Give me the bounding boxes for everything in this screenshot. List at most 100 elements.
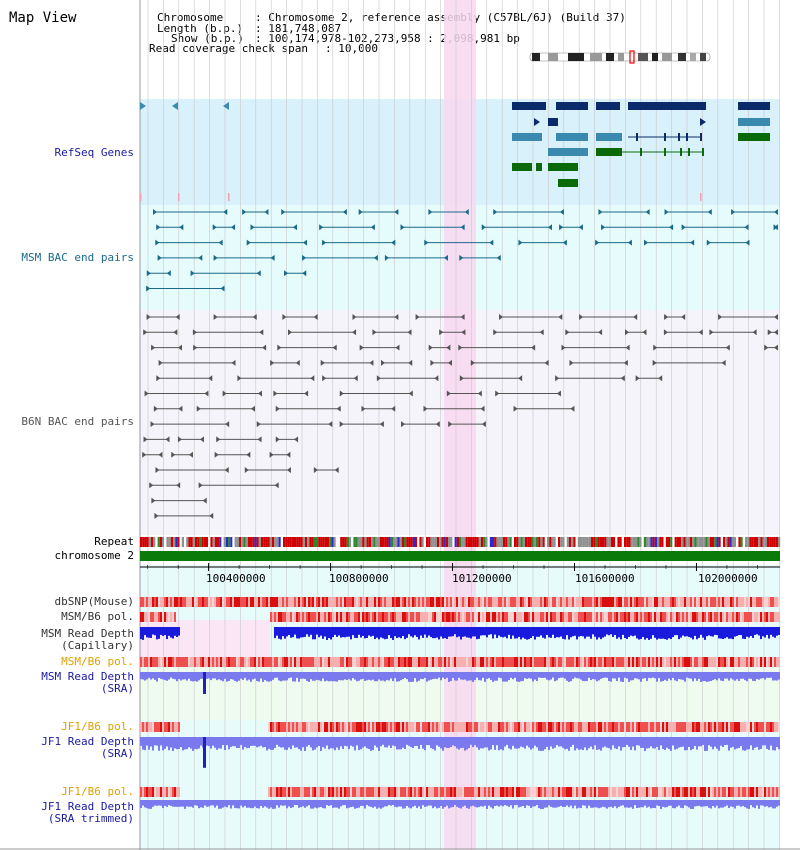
depth-bar-jf1-trimmed <box>506 800 508 806</box>
track-label-msm-depth-sra[interactable]: MSM Read Depth <box>41 670 134 683</box>
pol-heat <box>464 612 466 622</box>
depth-bar-capillary <box>676 627 678 636</box>
track-label-refseq[interactable]: RefSeq Genes <box>54 146 134 159</box>
track-label-jf1-depth-sra[interactable]: JF1 Read Depth <box>41 735 134 748</box>
depth-bar-jf1-trimmed <box>232 800 234 806</box>
pol-heat <box>384 787 386 797</box>
snp-heat <box>744 597 746 607</box>
depth-bar-capillary <box>390 627 392 639</box>
depth-bar-jf1-trimmed <box>626 800 628 808</box>
depth-bar-jf1-trimmed <box>740 800 742 807</box>
depth-bar-capillary <box>590 627 592 639</box>
depth-bar-capillary <box>304 627 306 637</box>
pol-heat <box>458 787 460 797</box>
depth-bar-jf1-trimmed <box>168 800 170 806</box>
pol-heat <box>550 787 552 797</box>
pol-heat <box>774 787 776 797</box>
pol-heat <box>664 657 666 667</box>
snp-heat <box>604 597 606 607</box>
pol-heat <box>452 722 454 732</box>
repeat-segment <box>560 537 563 547</box>
pol-heat <box>590 722 592 732</box>
msm-pair-end <box>690 239 695 246</box>
pol-heat <box>286 722 288 732</box>
depth-bar-msm-sra <box>292 672 294 682</box>
track-label-msm-pol[interactable]: MSM/B6 pol. <box>61 610 134 623</box>
pol-heat <box>572 787 574 797</box>
pol-heat <box>172 722 174 732</box>
repeat-segment <box>551 537 554 547</box>
pol-heat <box>466 722 468 732</box>
depth-bar-capillary <box>612 627 614 637</box>
pol-heat <box>476 657 478 667</box>
track-label-dbsnp[interactable]: dbSNP(Mouse) <box>54 595 134 608</box>
b6n-pair-end <box>369 359 374 366</box>
depth-bar-jf1-sra <box>496 737 498 746</box>
track-label-b6n-bac[interactable]: B6N BAC end pairs <box>21 415 134 428</box>
pol-heat <box>616 787 618 797</box>
depth-bar-msm-sra <box>268 672 270 682</box>
depth-bar-jf1-sra <box>688 737 690 747</box>
depth-bar-msm-sra <box>708 672 710 682</box>
depth-bar-msm-sra <box>690 672 692 679</box>
pol-heat <box>328 657 330 667</box>
depth-bar-jf1-sra <box>620 737 622 751</box>
pol-heat <box>704 612 706 622</box>
pol-heat <box>476 612 478 622</box>
pol-heat <box>500 722 502 732</box>
track-label-jf1-pol-trimmed[interactable]: JF1/B6 pol. <box>61 785 134 798</box>
pol-heat <box>768 722 770 732</box>
repeat-segment <box>478 537 481 547</box>
depth-bar-jf1-sra <box>372 737 374 751</box>
gene-block <box>556 133 588 141</box>
depth-bar-jf1-sra <box>566 737 568 749</box>
repeat-segment <box>685 537 688 547</box>
pol-heat <box>398 722 400 732</box>
snp-heat <box>240 597 242 607</box>
pol-heat <box>306 657 308 667</box>
repeat-segment <box>498 537 501 547</box>
pol-heat <box>508 722 510 732</box>
snp-heat <box>450 597 452 607</box>
pol-heat <box>720 657 722 667</box>
snp-heat <box>446 597 448 607</box>
b6n-pair-end <box>709 329 714 336</box>
pol-heat <box>296 612 298 622</box>
pol-heat <box>552 657 554 667</box>
pol-heat <box>402 612 404 622</box>
pol-heat <box>518 722 520 732</box>
pol-heat <box>388 612 390 622</box>
pol-heat <box>406 612 408 622</box>
depth-bar-msm-sra <box>470 672 472 681</box>
depth-bar-capillary <box>418 627 420 640</box>
pol-heat <box>564 612 566 622</box>
pol-heat <box>566 657 568 667</box>
track-label-jf1-depth-trimmed[interactable]: JF1 Read Depth <box>41 800 134 813</box>
track-label-msm-depth-capillary[interactable]: MSM Read Depth <box>41 627 134 640</box>
depth-bar-jf1-sra <box>520 737 522 747</box>
pol-heat <box>646 657 648 667</box>
depth-bar-jf1-sra <box>180 737 182 748</box>
repeat-segment <box>613 537 616 547</box>
track-label-jf1-pol[interactable]: JF1/B6 pol. <box>61 720 134 733</box>
msm-pair-end <box>250 224 255 231</box>
pol-heat <box>666 787 668 797</box>
pol-heat <box>200 657 202 667</box>
pol-heat <box>498 787 500 797</box>
pol-heat <box>598 657 600 667</box>
b6n-pair-end <box>286 467 291 473</box>
track-label-msm-bac[interactable]: MSM BAC end pairs <box>21 251 134 264</box>
track-label-msm-pol-sra[interactable]: MSM/B6 pol. <box>61 655 134 668</box>
snp-heat <box>702 597 704 607</box>
msm-pair-end <box>391 239 396 246</box>
repeat-segment <box>309 537 312 547</box>
pol-heat <box>708 787 710 797</box>
msm-pair-end <box>774 209 778 215</box>
pol-heat <box>648 657 650 667</box>
repeat-segment <box>417 537 420 547</box>
pol-heat <box>520 787 522 797</box>
depth-bar-msm-sra <box>528 672 530 679</box>
snp-heat <box>618 597 620 607</box>
depth-bar-jf1-trimmed <box>556 800 558 808</box>
depth-bar-msm-sra <box>524 672 526 679</box>
